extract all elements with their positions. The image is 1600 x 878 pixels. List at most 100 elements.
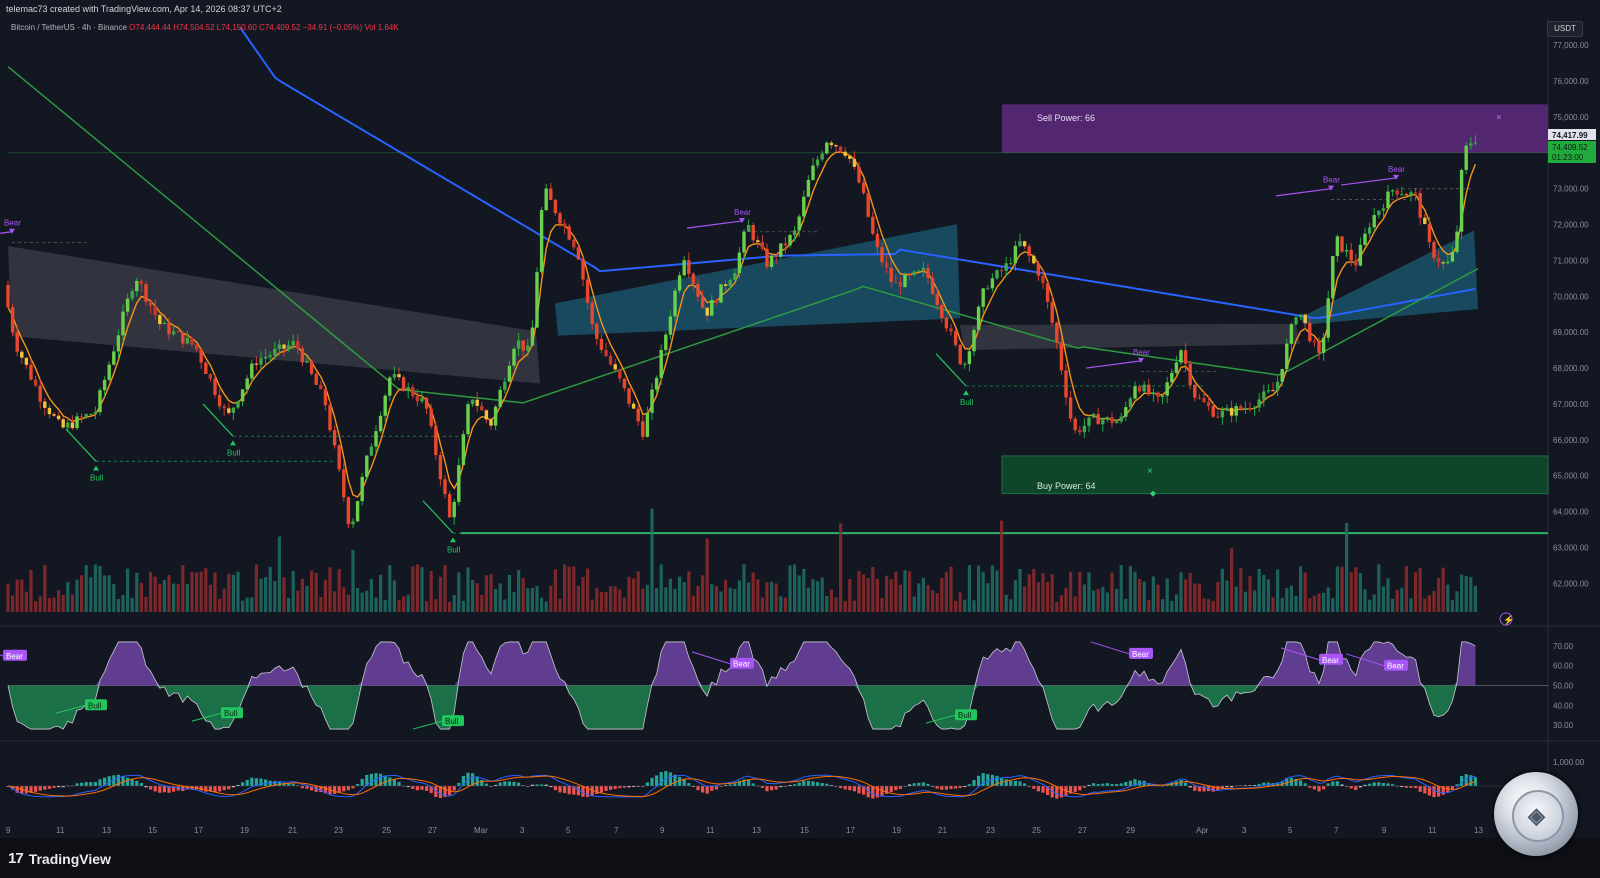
bull-marker-icon: [450, 537, 456, 543]
candle-body: [926, 268, 930, 279]
candle-body: [590, 302, 594, 325]
candle-body: [1013, 245, 1018, 264]
macd-histogram-bar: [535, 784, 539, 786]
macd-histogram-bar: [1036, 786, 1040, 792]
price-axis-tick: 73,000.00: [1553, 185, 1589, 194]
rsi-axis-tick: 60.00: [1553, 662, 1574, 671]
macd-panel: 1,000.00: [6, 758, 1585, 799]
macd-histogram-bar: [57, 786, 61, 788]
volume-bar: [379, 574, 383, 612]
time-axis-tick: 3: [1242, 826, 1247, 835]
candle-body: [999, 270, 1004, 272]
macd-histogram-bar: [1138, 780, 1142, 786]
macd-histogram-bar: [1409, 786, 1413, 788]
macd-histogram-bar: [1450, 786, 1454, 789]
macd-histogram-bar: [185, 786, 189, 790]
volume-bar: [57, 590, 61, 612]
rsi-bull-tag: Bull: [445, 717, 459, 726]
currency-badge[interactable]: USDT: [1547, 21, 1583, 37]
candle-body: [332, 430, 337, 446]
macd-histogram-bar: [1340, 784, 1344, 786]
macd-histogram-bar: [383, 775, 387, 786]
candle-body: [723, 284, 728, 286]
candle-body: [1239, 406, 1243, 410]
volume-bar: [696, 586, 700, 612]
candle-body: [305, 360, 309, 363]
macd-histogram-bar: [866, 786, 870, 798]
volume-bar: [691, 595, 695, 612]
volume-bar: [926, 584, 930, 612]
candle-body: [696, 283, 700, 297]
macd-histogram-bar: [673, 774, 677, 786]
alert-bolt-icon[interactable]: [1499, 612, 1513, 626]
macd-histogram-bar: [1128, 780, 1132, 786]
sell-power-label: Sell Power: 66: [1037, 113, 1095, 123]
volume-bar: [1266, 579, 1270, 612]
candle-body: [1073, 418, 1077, 431]
mid-ma-line: [7, 66, 1479, 404]
volume-bar: [834, 597, 838, 612]
macd-histogram-bar: [158, 786, 162, 793]
volume-bar: [369, 578, 373, 612]
candle-body: [1018, 241, 1022, 246]
candle-body: [1390, 190, 1395, 192]
rsi-bear-tag-bg: [3, 649, 27, 661]
macd-histogram-bar: [917, 782, 921, 786]
macd-histogram-bar: [1289, 777, 1293, 786]
volume-bar: [241, 600, 245, 612]
volume-bar: [1211, 600, 1215, 612]
candle-body: [1340, 236, 1344, 252]
macd-histogram-bar: [80, 782, 84, 786]
candle-body: [585, 279, 590, 303]
candle-body: [1055, 322, 1059, 343]
volume-bar: [811, 579, 815, 612]
tradingview-logo[interactable]: 17 TradingView: [8, 850, 111, 867]
volume-bar: [641, 588, 645, 612]
macd-histogram-bar: [563, 786, 567, 793]
price-chart[interactable]: Bull Bull Bull Bull Bear Bear Bear Bear Bear × × 7…: [0, 0, 1600, 838]
candle-body: [38, 385, 42, 402]
volume-bar: [1234, 586, 1238, 612]
chart-frame[interactable]: [0, 18, 1600, 838]
candle-body: [861, 182, 866, 193]
candle-body: [940, 305, 944, 319]
volume-bar: [1133, 571, 1137, 612]
macd-histogram-bar: [627, 786, 631, 788]
volume-bar: [305, 585, 309, 612]
volume-bar: [351, 549, 355, 612]
volume-bar: [590, 599, 594, 612]
macd-histogram-bar: [825, 783, 829, 786]
price-axis-tick: 68,000.00: [1553, 364, 1589, 373]
volume-bar: [705, 538, 709, 612]
volume-bar: [1046, 581, 1050, 612]
volume-bar: [181, 565, 185, 612]
candle-body: [774, 255, 778, 257]
macd-histogram-bar: [126, 777, 130, 786]
macd-histogram-bar: [1354, 786, 1358, 790]
candle-body: [1229, 407, 1234, 416]
volume-bar: [1326, 587, 1330, 612]
candle-body: [144, 284, 148, 302]
volume-bar: [944, 572, 948, 612]
volume-bar: [1092, 590, 1096, 612]
volume-bar: [1110, 572, 1114, 612]
candle-body: [687, 260, 691, 274]
volume-bar: [1391, 598, 1395, 612]
volume-bar: [866, 577, 870, 612]
candle-body: [986, 288, 990, 290]
macd-histogram-bar: [333, 786, 337, 794]
rsi-axis-tick: 40.00: [1553, 701, 1574, 710]
macd-histogram-bar: [116, 774, 120, 786]
volume-bar: [871, 566, 875, 612]
volume-bar: [724, 579, 728, 612]
volume-bar: [940, 577, 944, 612]
macd-histogram-bar: [894, 786, 898, 791]
candle-body: [79, 416, 84, 418]
volume-bar: [655, 588, 659, 612]
candle-body: [1243, 408, 1248, 410]
volume-bar: [1354, 567, 1358, 612]
candle-body: [337, 445, 341, 470]
volume-bar: [15, 579, 19, 612]
volume-bar: [1230, 548, 1234, 612]
volume-bar: [190, 571, 194, 612]
